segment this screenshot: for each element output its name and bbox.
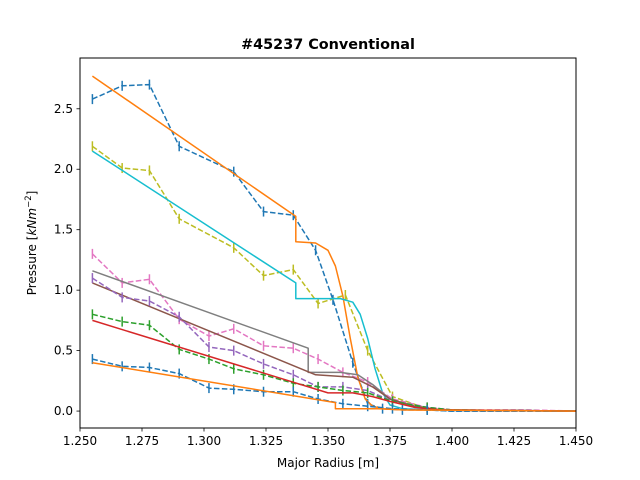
x-axis: 1.250 1.275 1.300 1.325 1.350 1.375 1.400 1.425… bbox=[63, 428, 593, 448]
y-axis-label-unit: kNm bbox=[25, 208, 39, 236]
x-tick-label: 1.250 bbox=[63, 434, 97, 448]
x-tick-label: 1.300 bbox=[187, 434, 221, 448]
y-tick-label: 2.5 bbox=[54, 102, 73, 116]
x-tick-label: 1.400 bbox=[435, 434, 469, 448]
y-tick-label: 0.5 bbox=[54, 344, 73, 358]
y-tick-label: 1.0 bbox=[54, 283, 73, 297]
x-tick-label: 1.275 bbox=[125, 434, 159, 448]
series-layer bbox=[91, 75, 576, 415]
chart-title: #45237 Conventional bbox=[241, 37, 415, 53]
y-tick-label: 1.5 bbox=[54, 223, 73, 237]
x-tick-label: 1.350 bbox=[311, 434, 345, 448]
series-11 bbox=[92, 361, 576, 412]
y-axis-label: Pressure [kNm−2] bbox=[24, 191, 39, 296]
y-axis: 0.0 0.5 1.0 1.5 2.0 2.5 bbox=[54, 102, 80, 418]
y-axis-label-exponent: −2 bbox=[24, 195, 34, 208]
series-line bbox=[92, 361, 576, 412]
y-tick-label: 0.0 bbox=[54, 404, 73, 418]
x-axis-label: Major Radius [m] bbox=[277, 456, 379, 470]
y-axis-label-text: Pressure [ bbox=[25, 236, 39, 296]
y-tick-label: 2.0 bbox=[54, 162, 73, 176]
x-tick-label: 1.325 bbox=[249, 434, 283, 448]
x-tick-label: 1.375 bbox=[373, 434, 407, 448]
y-axis-label-close: ] bbox=[25, 191, 39, 196]
x-tick-label: 1.425 bbox=[497, 434, 531, 448]
x-tick-label: 1.450 bbox=[559, 434, 593, 448]
